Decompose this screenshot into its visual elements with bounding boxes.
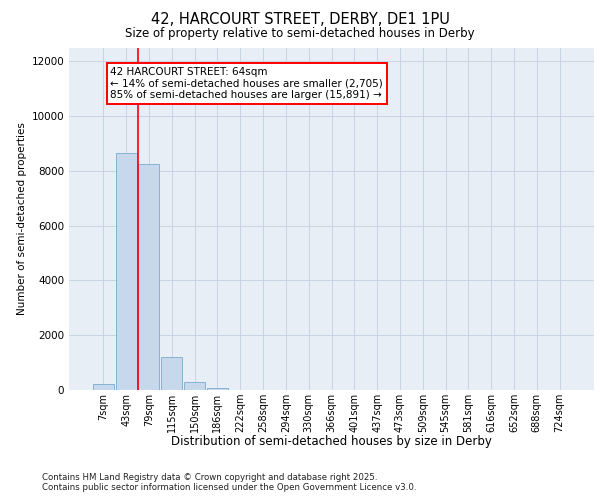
Bar	[93, 384, 114, 390]
Bar	[207, 388, 228, 390]
X-axis label: Distribution of semi-detached houses by size in Derby: Distribution of semi-detached houses by …	[171, 435, 492, 448]
Text: Size of property relative to semi-detached houses in Derby: Size of property relative to semi-detach…	[125, 28, 475, 40]
Y-axis label: Number of semi-detached properties: Number of semi-detached properties	[17, 122, 27, 315]
Bar	[139, 164, 160, 390]
Bar	[184, 382, 205, 390]
Text: 42 HARCOURT STREET: 64sqm
← 14% of semi-detached houses are smaller (2,705)
85% : 42 HARCOURT STREET: 64sqm ← 14% of semi-…	[110, 66, 383, 100]
Text: 42, HARCOURT STREET, DERBY, DE1 1PU: 42, HARCOURT STREET, DERBY, DE1 1PU	[151, 12, 449, 28]
Bar	[116, 153, 137, 390]
Text: Contains HM Land Registry data © Crown copyright and database right 2025.
Contai: Contains HM Land Registry data © Crown c…	[42, 473, 416, 492]
Bar	[161, 357, 182, 390]
